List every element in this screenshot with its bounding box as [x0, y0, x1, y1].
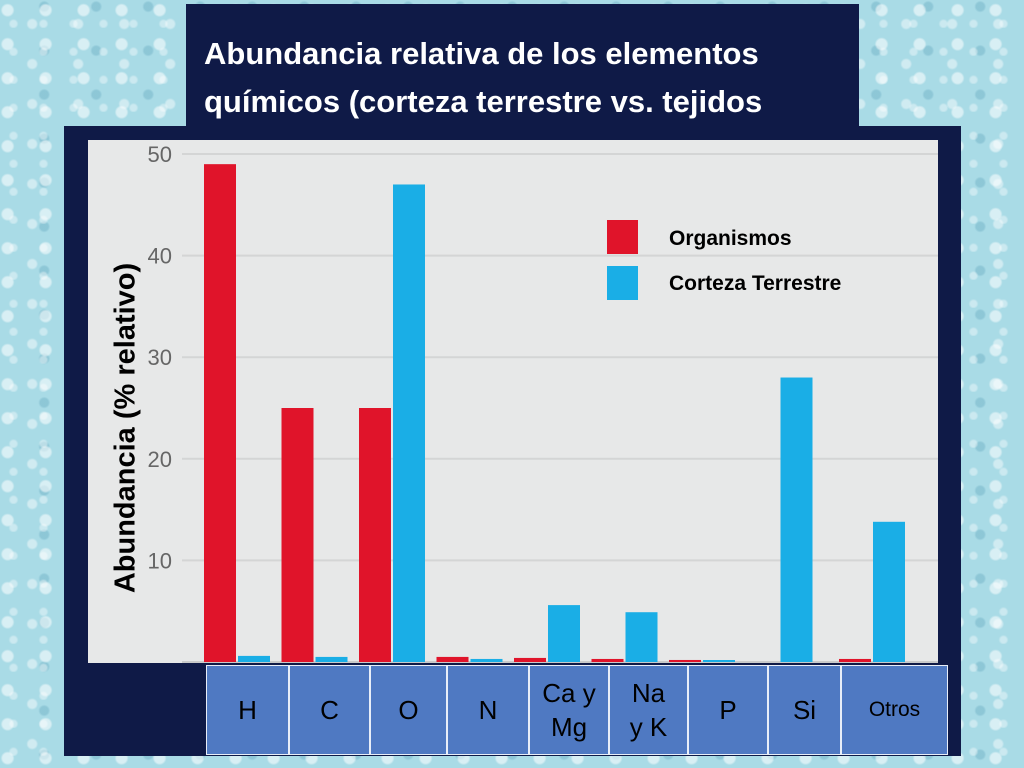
- legend-swatch-corteza: [607, 266, 638, 300]
- legend-label-corteza: Corteza Terrestre: [669, 272, 842, 295]
- bar-corteza-2: [393, 184, 425, 663]
- y-tick-label: 30: [148, 345, 172, 370]
- y-axis-label: Abundancia (% relativo): [109, 262, 142, 594]
- x-category-n: N: [448, 666, 530, 754]
- bar-corteza-5: [625, 612, 658, 662]
- y-tick-label: 20: [148, 447, 172, 472]
- bar-organismos-1: [281, 408, 314, 662]
- chart-frame: 50 40 30 20 10: [64, 126, 961, 756]
- bar-organismos-4: [514, 657, 546, 662]
- bar-corteza-3: [470, 658, 503, 662]
- bar-organismos-2: [359, 408, 391, 662]
- x-category-ca-mg: Ca y Mg: [530, 666, 610, 754]
- bar-organismos-6: [669, 659, 701, 662]
- chart-title: Abundancia relativa de los elementos quí…: [204, 36, 763, 119]
- bar-organismos-0: [204, 164, 236, 662]
- legend-label-organismos: Organismos: [669, 227, 792, 250]
- legend-swatch-organismos: [607, 220, 638, 254]
- chart-plot: 50 40 30 20 10: [88, 140, 938, 663]
- bar-corteza-1: [315, 656, 348, 662]
- bar-corteza-0: [238, 655, 270, 662]
- x-category-c: C: [290, 666, 371, 754]
- y-tick-label: 10: [148, 548, 172, 573]
- bar-organismos-3: [436, 656, 469, 662]
- bar-organismos-8: [839, 658, 871, 662]
- title-banner: Abundancia relativa de los elementos quí…: [186, 4, 859, 130]
- x-category-p: P: [689, 666, 769, 754]
- bar-corteza-7: [780, 377, 813, 662]
- x-category-h: H: [207, 666, 290, 754]
- y-tick-label: 40: [148, 244, 172, 269]
- y-tick-label: 50: [148, 142, 172, 167]
- bar-corteza-4: [548, 605, 580, 662]
- x-category-otros: Otros: [868, 698, 921, 721]
- bar-organismos-5: [591, 658, 624, 662]
- x-category-o: O: [371, 666, 448, 754]
- bar-corteza-6: [703, 660, 735, 662]
- x-category-si: Si: [769, 666, 842, 754]
- x-category-na-k: Na y K: [610, 666, 689, 754]
- bar-corteza-8: [873, 521, 905, 662]
- x-axis-category-table: H C O N Ca y Mg Na y K P Si Otros: [206, 665, 948, 755]
